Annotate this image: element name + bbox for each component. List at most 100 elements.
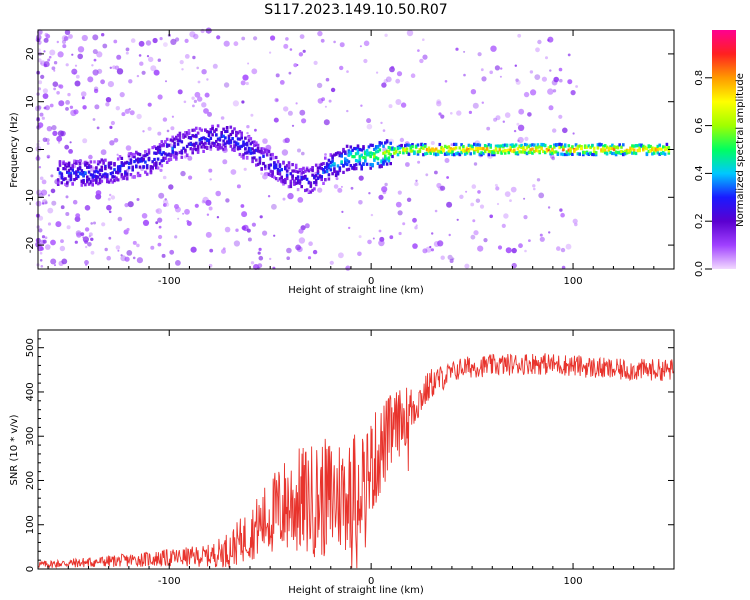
heatmap-ridge-cell xyxy=(336,164,340,168)
heatmap-ridge-cell xyxy=(269,169,273,173)
heatmap-noise-cell xyxy=(166,129,170,133)
heatmap-ridge-cell xyxy=(296,181,300,185)
heatmap-ridge-cell xyxy=(622,150,625,154)
heatmap-noise-cell xyxy=(216,216,220,219)
heatmap-ridge-cell xyxy=(66,162,69,166)
heatmap-ridge-cell xyxy=(634,151,638,156)
heatmap-ridge-cell xyxy=(200,141,203,145)
heatmap-ridge-cell xyxy=(491,151,494,155)
heatmap-noise-cell xyxy=(100,149,107,156)
heatmap-noise-cell xyxy=(125,145,132,151)
heatmap-ridge-cell xyxy=(82,178,85,183)
heatmap-noise-cell xyxy=(163,203,167,207)
heatmap-noise-cell xyxy=(241,36,246,41)
heatmap-ridge-cell xyxy=(100,158,104,162)
heatmap-ridge-cell xyxy=(578,152,581,156)
heatmap-noise-cell xyxy=(136,113,142,120)
heatmap-noise-cell xyxy=(164,198,167,201)
heatmap-noise-cell xyxy=(51,66,56,71)
heatmap-ridge-cell xyxy=(567,152,571,156)
heatmap-ridge-cell xyxy=(404,148,407,152)
heatmap-noise-cell xyxy=(184,208,190,215)
heatmap-ridge-cell xyxy=(253,156,256,160)
heatmap-ridge-cell xyxy=(125,160,129,164)
heatmap-ridge-cell xyxy=(353,163,356,167)
heatmap-ridge-cell xyxy=(89,173,93,177)
heatmap-ridge-cell xyxy=(278,164,282,168)
heatmap-noise-cell xyxy=(328,99,332,103)
heatmap-noise-cell xyxy=(54,264,56,267)
heatmap-ridge-cell xyxy=(87,163,91,167)
heatmap-ridge-cell xyxy=(111,171,114,175)
heatmap-ridge-cell xyxy=(189,147,193,151)
y-tick-label: 20 xyxy=(25,48,36,61)
heatmap-noise-cell xyxy=(107,197,111,201)
heatmap-ridge-cell xyxy=(224,136,227,140)
heatmap-noise-cell xyxy=(53,87,56,91)
spectrogram-y-label: Frequency (Hz) xyxy=(9,112,20,188)
heatmap-ridge-cell xyxy=(627,149,631,153)
heatmap-ridge-cell xyxy=(376,157,380,161)
heatmap-ridge-cell xyxy=(185,131,189,135)
heatmap-ridge-cell xyxy=(76,169,80,173)
heatmap-noise-cell xyxy=(177,89,183,95)
heatmap-ridge-cell xyxy=(596,143,600,147)
heatmap-noise-cell xyxy=(301,151,305,156)
heatmap-noise-cell xyxy=(43,37,49,43)
heatmap-ridge-cell xyxy=(160,159,164,163)
heatmap-ridge-cell xyxy=(387,156,391,160)
heatmap-ridge-cell xyxy=(151,160,154,164)
heatmap-ridge-cell xyxy=(325,169,329,173)
heatmap-noise-cell xyxy=(383,79,388,84)
heatmap-noise-cell xyxy=(307,256,312,260)
heatmap-noise-cell xyxy=(51,125,57,131)
heatmap-ridge-cell xyxy=(238,146,242,150)
heatmap-ridge-cell xyxy=(589,145,592,150)
heatmap-ridge-cell xyxy=(391,146,394,150)
heatmap-noise-cell xyxy=(298,52,304,57)
heatmap-ridge-cell xyxy=(82,181,85,185)
heatmap-ridge-cell xyxy=(202,136,205,140)
heatmap-ridge-cell xyxy=(209,130,213,134)
heatmap-noise-cell xyxy=(77,46,85,53)
heatmap-noise-cell xyxy=(44,201,48,205)
heatmap-ridge-cell xyxy=(560,145,563,149)
heatmap-ridge-cell xyxy=(307,189,311,193)
heatmap-ridge-cell xyxy=(173,137,176,141)
heatmap-noise-cell xyxy=(100,79,105,85)
heatmap-ridge-cell xyxy=(165,160,169,164)
heatmap-ridge-cell xyxy=(71,168,74,172)
heatmap-ridge-cell xyxy=(100,179,104,183)
heatmap-ridge-cell xyxy=(580,147,583,151)
heatmap-noise-cell xyxy=(463,73,466,77)
heatmap-noise-cell xyxy=(177,217,180,220)
heatmap-noise-cell xyxy=(517,136,524,144)
heatmap-noise-cell xyxy=(50,239,56,246)
heatmap-ridge-cell xyxy=(160,144,164,148)
heatmap-noise-cell xyxy=(150,65,157,72)
heatmap-ridge-cell xyxy=(320,167,323,171)
heatmap-ridge-cell xyxy=(496,150,500,155)
heatmap-ridge-cell xyxy=(345,144,349,148)
heatmap-ridge-cell xyxy=(102,161,105,165)
heatmap-noise-cell xyxy=(316,82,323,89)
heatmap-ridge-cell xyxy=(222,139,225,143)
y-tick-label: 300 xyxy=(25,427,36,446)
heatmap-noise-cell xyxy=(184,54,190,59)
heatmap-ridge-cell xyxy=(60,181,64,185)
heatmap-ridge-cell xyxy=(231,137,234,141)
heatmap-ridge-cell xyxy=(107,165,111,169)
heatmap-ridge-cell xyxy=(331,172,334,176)
heatmap-ridge-cell xyxy=(251,151,254,155)
heatmap-ridge-cell xyxy=(115,178,118,182)
heatmap-ridge-cell xyxy=(274,155,278,160)
heatmap-ridge-cell xyxy=(645,152,649,157)
heatmap-ridge-cell xyxy=(133,175,136,179)
heatmap-ridge-cell xyxy=(253,149,256,153)
heatmap-ridge-cell xyxy=(96,160,100,164)
heatmap-ridge-cell xyxy=(215,133,218,137)
heatmap-ridge-cell xyxy=(236,131,240,135)
heatmap-ridge-cell xyxy=(638,149,641,153)
heatmap-noise-cell xyxy=(560,212,565,218)
